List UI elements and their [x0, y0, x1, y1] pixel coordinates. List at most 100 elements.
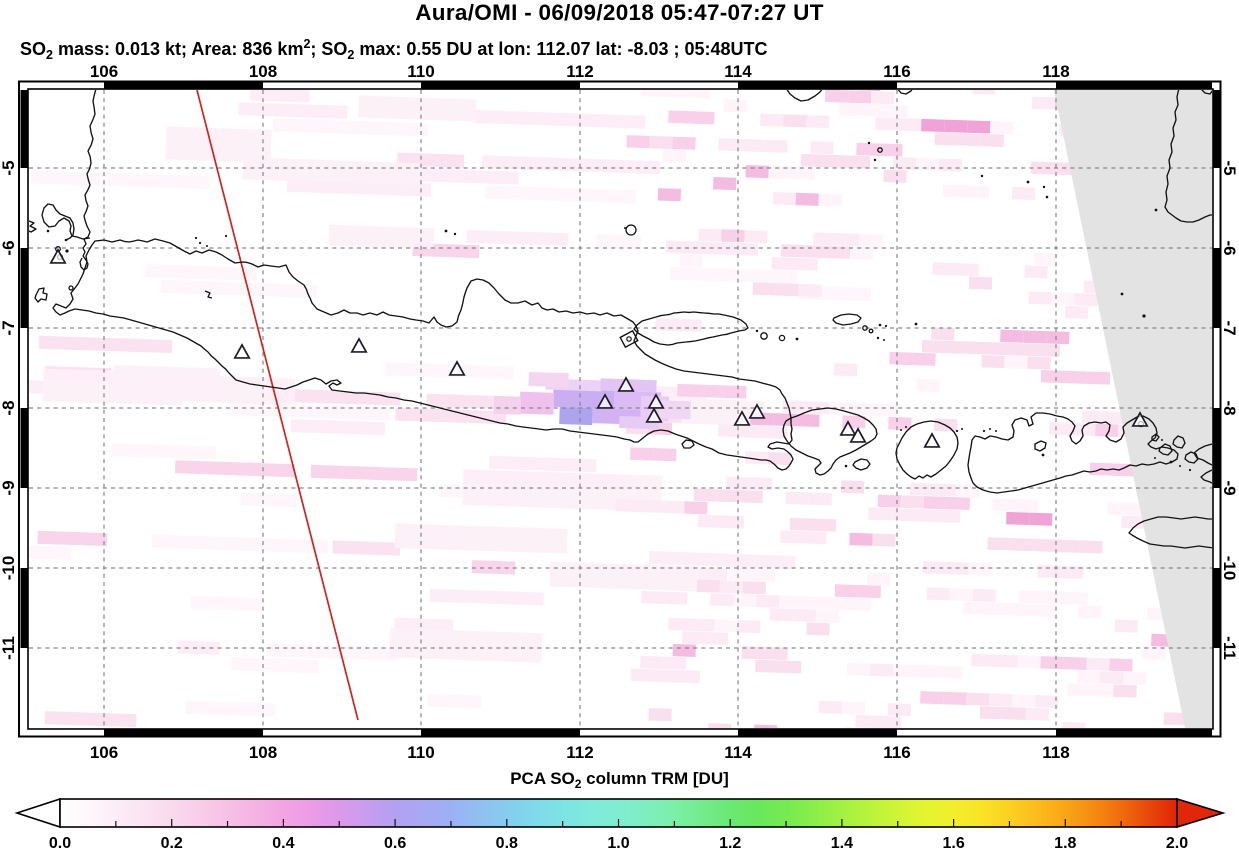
colorbar-value-label: 0.2	[160, 835, 183, 852]
swath-cell	[872, 533, 896, 547]
swath-streak	[471, 560, 516, 575]
swath-cell	[785, 491, 810, 505]
swath-streak	[249, 90, 310, 103]
colorbar-value-label: 1.6	[942, 835, 965, 852]
swath-streak	[112, 443, 217, 460]
swath-cell	[825, 596, 849, 611]
swath-cell	[990, 342, 1015, 356]
swath-cell	[1063, 370, 1088, 384]
frame-segment-left	[20, 90, 28, 168]
lon-label-bottom: 108	[248, 743, 278, 762]
swath-cell	[1028, 291, 1052, 305]
swath-cell	[1081, 410, 1105, 424]
swath-streak	[144, 264, 257, 281]
swath-cell	[841, 480, 865, 494]
swath-cell	[1228, 467, 1239, 480]
swath-cell	[992, 498, 1016, 512]
swath-cell	[1056, 539, 1080, 553]
swath-cell	[641, 90, 665, 97]
swath-cell	[838, 103, 862, 117]
swath-cell	[887, 703, 912, 717]
swath-cell	[1029, 512, 1053, 526]
swath-cell	[691, 111, 715, 125]
swath-cell	[946, 496, 970, 511]
lat-label-right: -6	[1220, 240, 1239, 256]
swath-cell	[664, 90, 688, 98]
swath-streak	[266, 643, 398, 661]
swath-cell	[769, 608, 794, 622]
islet-dot	[1179, 465, 1181, 467]
swath-cell	[734, 242, 759, 256]
swath-cell	[1064, 305, 1089, 319]
swath-cell	[697, 514, 722, 528]
swath-cell	[855, 714, 879, 728]
swath-cell	[655, 318, 679, 332]
lon-label-bottom: 116	[883, 743, 911, 762]
coast-madura	[633, 311, 749, 346]
swath-cell	[968, 562, 992, 576]
volcano-triangle	[748, 403, 766, 419]
swath-cell	[768, 165, 792, 179]
swath-cell	[767, 738, 790, 751]
swath-cell	[789, 517, 814, 531]
lon-label-top: 112	[566, 62, 594, 81]
swath-cell	[1032, 603, 1056, 617]
islet-dot	[795, 337, 799, 341]
coast-kangean	[832, 313, 862, 326]
colorbar-value-label: 0.0	[48, 835, 72, 852]
swath-cell	[963, 601, 987, 615]
swath-cell	[989, 693, 1013, 707]
swath-cell	[779, 595, 803, 609]
swath-cell	[739, 490, 764, 504]
swath-cell	[661, 500, 685, 514]
swath-cell	[836, 740, 859, 753]
swath-cell	[1006, 511, 1030, 526]
swath-cell	[666, 748, 689, 761]
coast-komodo-islet-3	[1172, 435, 1186, 449]
swath-streak	[310, 464, 418, 482]
swath-cell	[957, 133, 982, 147]
swath-cell	[824, 90, 849, 103]
swath-cell	[717, 424, 742, 438]
frame-segment-top	[738, 82, 897, 89]
swath-streak	[269, 388, 401, 406]
swath-cell	[798, 283, 822, 298]
swath-cell	[889, 351, 913, 366]
swath-cell	[1078, 605, 1102, 619]
swath-cell	[1013, 343, 1038, 357]
coast-komodo-islet-2	[1158, 443, 1173, 456]
swath-cell	[932, 483, 957, 497]
volcano-triangle	[1131, 411, 1149, 427]
swath-cell	[796, 413, 820, 428]
swath-cell	[813, 232, 837, 246]
swath-cell	[1040, 369, 1065, 384]
swath-cell	[1220, 129, 1239, 142]
swath-patch	[462, 469, 663, 512]
swath-cell	[1004, 355, 1028, 369]
swath-cell	[955, 263, 979, 277]
lat-label-left: -10	[0, 555, 18, 581]
swath-cell	[815, 609, 840, 623]
swath-cell	[744, 230, 768, 244]
swath-cell	[1017, 655, 1041, 669]
swath-cell	[926, 587, 950, 601]
lat-label-right: -9	[1220, 480, 1239, 496]
swath-cell	[764, 646, 788, 661]
islet-ring	[625, 224, 637, 236]
frame-segment-left	[20, 248, 28, 328]
swath-cell	[934, 132, 959, 146]
text-segment: PCA SO	[510, 769, 575, 788]
swath-cell	[818, 700, 843, 714]
swath-cell	[1015, 499, 1039, 513]
frame-segment-right	[1213, 568, 1220, 648]
swath-cell	[827, 753, 850, 766]
swath-cell	[720, 515, 745, 529]
swath-cell	[986, 602, 1010, 616]
lon-label-top: 108	[248, 62, 278, 81]
text-segment: mass: 0.013 kt; Area: 836 km	[52, 39, 304, 59]
text-segment: 2	[347, 48, 355, 62]
colorbar-value-label: 0.4	[272, 835, 295, 852]
islet-dot	[624, 227, 626, 229]
swath-cell	[856, 142, 880, 156]
